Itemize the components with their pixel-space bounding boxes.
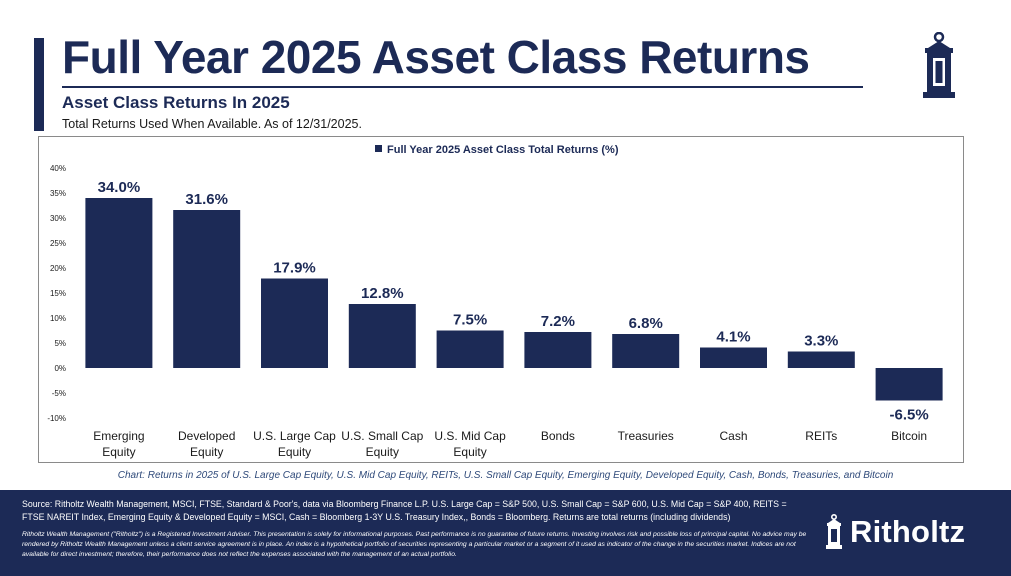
- title-rule: [62, 86, 863, 88]
- data-label: 6.8%: [629, 315, 663, 332]
- data-label: 12.8%: [361, 285, 404, 302]
- x-tick-label: Developed: [178, 429, 235, 443]
- x-tick-label: Equity: [278, 445, 311, 459]
- data-label: 3.3%: [804, 333, 838, 350]
- bar-1: [173, 210, 241, 368]
- data-label: 34.0%: [98, 179, 141, 196]
- x-tick-label: Bitcoin: [891, 429, 927, 443]
- y-tick-label: 35%: [50, 189, 66, 198]
- bar-5: [524, 332, 592, 368]
- bar-8: [787, 351, 855, 368]
- bar-7: [700, 347, 767, 368]
- bar-3: [348, 304, 416, 368]
- bar-chart: Full Year 2025 Asset Class Total Returns…: [47, 144, 943, 459]
- x-tick-label: U.S. Mid Cap: [434, 429, 506, 443]
- brand-logo: Ritholtz: [824, 512, 965, 552]
- page-title: Full Year 2025 Asset Class Returns: [62, 31, 810, 83]
- data-label: 17.9%: [273, 260, 316, 277]
- data-label: 7.5%: [453, 312, 487, 329]
- bar-6: [612, 334, 680, 368]
- x-tick-label: Equity: [102, 445, 135, 459]
- x-tick-label: Treasuries: [618, 429, 674, 443]
- y-tick-label: 20%: [50, 264, 66, 273]
- x-tick-label: U.S. Small Cap: [341, 429, 423, 443]
- data-label: -6.5%: [890, 407, 929, 424]
- footer-band: Source: Ritholtz Wealth Management, MSCI…: [0, 490, 1011, 576]
- bar-0: [85, 198, 153, 368]
- lantern-logo-icon: [923, 32, 955, 98]
- x-tick-label: Equity: [190, 445, 223, 459]
- bar-4: [436, 330, 504, 368]
- y-axis: 40% 35% 30% 25% 20% 15% 10% 5% 0% -5% -10%: [47, 164, 66, 423]
- x-tick-label: REITs: [805, 429, 837, 443]
- x-tick-label: Cash: [719, 429, 747, 443]
- data-label: 7.2%: [541, 313, 575, 330]
- chart-legend: Full Year 2025 Asset Class Total Returns…: [375, 144, 619, 156]
- x-tick-label: Equity: [453, 445, 486, 459]
- chart-panel: Full Year 2025 Asset Class Total Returns…: [38, 136, 964, 463]
- title-accent-bar: [34, 38, 44, 131]
- data-label: 31.6%: [185, 191, 228, 208]
- legend-swatch: [375, 145, 382, 152]
- y-tick-label: 15%: [50, 289, 66, 298]
- x-tick-label: U.S. Large Cap: [253, 429, 336, 443]
- x-axis-labels: Emerging Equity Developed Equity U.S. Large …: [93, 429, 927, 459]
- y-tick-label: 10%: [50, 314, 66, 323]
- page-subtitle: Asset Class Returns In 2025: [62, 93, 290, 112]
- source-note: Source: Ritholtz Wealth Management, MSCI…: [22, 499, 787, 522]
- x-tick-label: Equity: [366, 445, 399, 459]
- data-label: 4.1%: [716, 329, 750, 346]
- bar-series: [85, 198, 943, 401]
- y-tick-label: 40%: [50, 164, 66, 173]
- y-tick-label: 25%: [50, 239, 66, 248]
- brand-lantern-icon: [826, 514, 842, 549]
- bar-9: [875, 368, 943, 401]
- y-tick-label: 30%: [50, 214, 66, 223]
- chart-title: Full Year 2025 Asset Class Total Returns…: [387, 144, 619, 156]
- y-tick-label: 5%: [54, 339, 66, 348]
- chart-caption: Chart: Returns in 2025 of U.S. Large Cap…: [117, 470, 894, 481]
- y-tick-label: 0%: [54, 364, 66, 373]
- page-note: Total Returns Used When Available. As of…: [62, 117, 362, 131]
- data-label-group: 34.0% 31.6% 17.9% 12.8% 7.5% 7.2% 6.8% 4.1% 3.3%…: [98, 179, 929, 424]
- brand-name: Ritholtz: [850, 514, 966, 549]
- bar-2: [261, 278, 328, 368]
- disclaimer-text: Ritholtz Wealth Management ("Ritholtz") …: [22, 531, 807, 558]
- y-tick-label: -5%: [52, 389, 66, 398]
- x-tick-label: Emerging: [93, 429, 144, 443]
- y-tick-label: -10%: [47, 414, 66, 423]
- x-tick-label: Bonds: [541, 429, 575, 443]
